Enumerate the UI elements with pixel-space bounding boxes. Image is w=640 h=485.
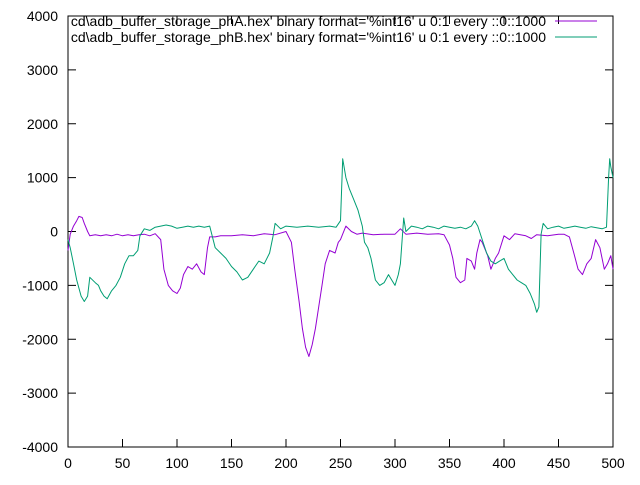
y-tick-label: 2000 — [27, 116, 58, 132]
x-tick-label: 300 — [383, 455, 407, 471]
y-tick-label: -2000 — [22, 331, 58, 347]
series-layer — [67, 158, 614, 357]
plot-frame — [67, 15, 614, 448]
x-tick-label: 150 — [220, 455, 244, 471]
x-tick-label: 50 — [115, 455, 131, 471]
x-tick-label: 250 — [329, 455, 353, 471]
x-tick-label: 450 — [547, 455, 571, 471]
y-axis: -4000 -3000 -2000 -1000 0 1000 2000 3000 4000 — [22, 8, 613, 455]
x-tick-label: 200 — [274, 455, 298, 471]
y-tick-label: -3000 — [22, 385, 58, 401]
legend-label: cd\adb_buffer_storage_phA.hex' binary fo… — [71, 13, 546, 29]
y-tick-label: 0 — [50, 224, 58, 240]
x-tick-label: 500 — [601, 455, 625, 471]
y-tick-label: 1000 — [27, 170, 58, 186]
x-tick-label: 0 — [64, 455, 72, 471]
series-line-phB — [67, 158, 614, 313]
x-tick-label: 100 — [165, 455, 189, 471]
x-tick-label: 400 — [492, 455, 516, 471]
x-tick-label: 350 — [438, 455, 462, 471]
y-tick-label: -1000 — [22, 277, 58, 293]
y-tick-label: 3000 — [27, 62, 58, 78]
x-axis: 0 50 100 150 200 250 300 350 400 450 500 — [64, 16, 625, 471]
y-tick-label: -4000 — [22, 439, 58, 455]
legend-label: cd\adb_buffer_storage_phB.hex' binary fo… — [71, 29, 546, 45]
y-tick-label: 4000 — [27, 8, 58, 24]
legend: cd\adb_buffer_storage_phA.hex' binary fo… — [71, 13, 597, 45]
series-line-phA — [67, 215, 614, 357]
